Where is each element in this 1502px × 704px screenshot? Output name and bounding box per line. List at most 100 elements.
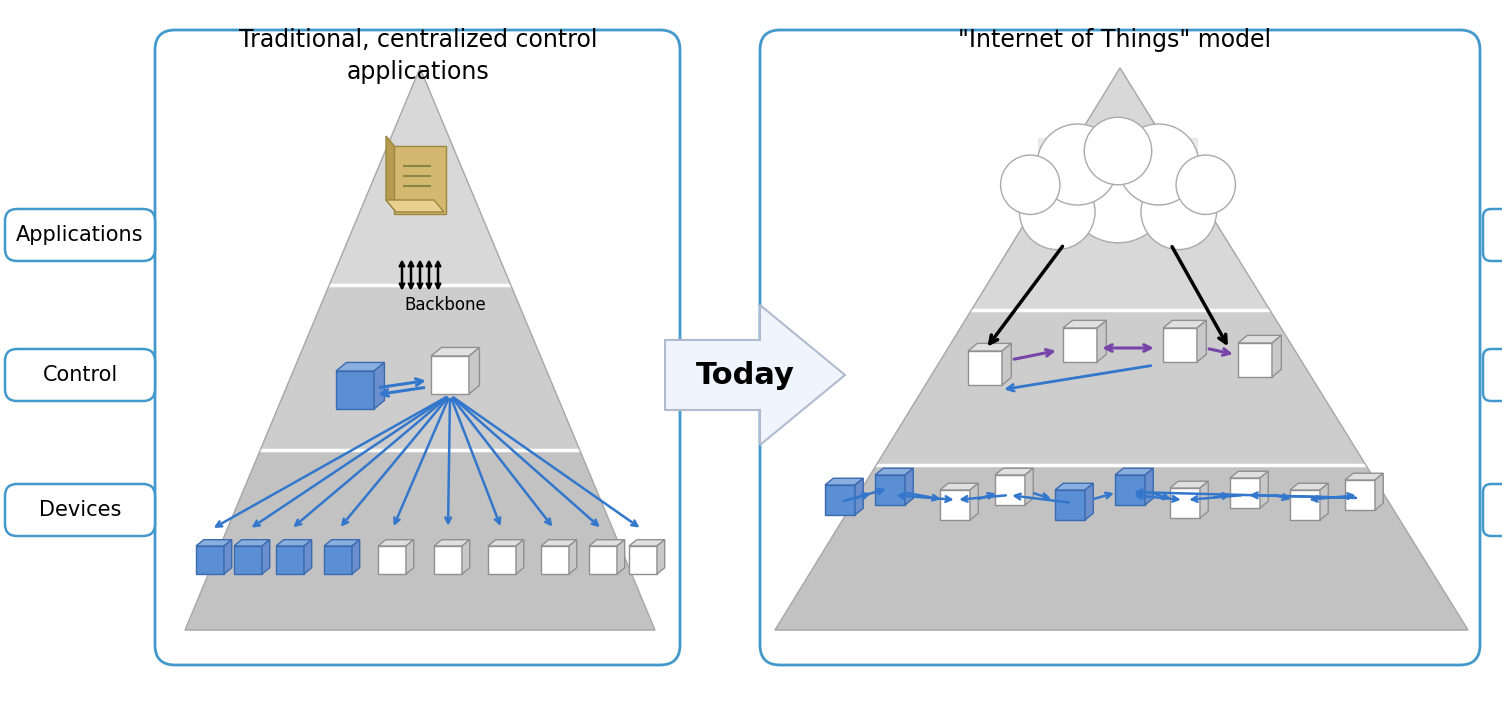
Polygon shape <box>589 540 625 546</box>
Polygon shape <box>234 546 261 574</box>
Polygon shape <box>1238 343 1272 377</box>
Polygon shape <box>374 363 385 409</box>
Polygon shape <box>431 348 479 356</box>
Polygon shape <box>825 485 855 515</box>
Polygon shape <box>276 540 312 546</box>
Text: Backbone: Backbone <box>404 296 485 314</box>
Polygon shape <box>1063 328 1096 362</box>
Polygon shape <box>1290 490 1320 520</box>
Polygon shape <box>876 310 1365 465</box>
Polygon shape <box>261 540 270 574</box>
Polygon shape <box>1230 478 1260 508</box>
Polygon shape <box>855 478 864 515</box>
Polygon shape <box>1084 483 1093 520</box>
Polygon shape <box>569 540 577 574</box>
Circle shape <box>1117 124 1199 205</box>
Polygon shape <box>994 475 1024 505</box>
Polygon shape <box>541 546 569 574</box>
FancyBboxPatch shape <box>5 349 155 401</box>
Circle shape <box>1176 155 1236 215</box>
Polygon shape <box>488 546 517 574</box>
Polygon shape <box>329 68 511 285</box>
Polygon shape <box>1238 335 1281 343</box>
Polygon shape <box>324 540 359 546</box>
FancyBboxPatch shape <box>5 484 155 536</box>
Polygon shape <box>1272 335 1281 377</box>
Polygon shape <box>940 490 970 520</box>
Polygon shape <box>541 540 577 546</box>
Polygon shape <box>1230 471 1268 478</box>
Polygon shape <box>1170 482 1208 488</box>
Polygon shape <box>303 540 312 574</box>
Polygon shape <box>1260 471 1268 508</box>
Polygon shape <box>1344 473 1383 480</box>
FancyBboxPatch shape <box>1482 349 1502 401</box>
Polygon shape <box>1374 473 1383 510</box>
Polygon shape <box>656 540 665 574</box>
Polygon shape <box>234 540 270 546</box>
Text: Devices: Devices <box>39 500 122 520</box>
Text: "Internet of Things" model: "Internet of Things" model <box>958 28 1272 52</box>
Circle shape <box>1066 140 1169 243</box>
Polygon shape <box>406 540 413 574</box>
Polygon shape <box>665 305 846 445</box>
Polygon shape <box>906 468 913 505</box>
Polygon shape <box>386 200 445 212</box>
Circle shape <box>1084 118 1152 184</box>
Polygon shape <box>1054 483 1093 490</box>
FancyBboxPatch shape <box>1482 484 1502 536</box>
Polygon shape <box>469 348 479 394</box>
Circle shape <box>1020 174 1095 249</box>
Polygon shape <box>1163 320 1206 328</box>
FancyBboxPatch shape <box>394 146 446 214</box>
Polygon shape <box>1038 138 1199 183</box>
Polygon shape <box>967 344 1011 351</box>
Polygon shape <box>517 540 524 574</box>
FancyBboxPatch shape <box>5 209 155 261</box>
Polygon shape <box>488 540 524 546</box>
Polygon shape <box>1200 482 1208 518</box>
Polygon shape <box>1024 468 1033 505</box>
Polygon shape <box>994 468 1033 475</box>
Polygon shape <box>463 540 470 574</box>
Polygon shape <box>379 546 406 574</box>
Polygon shape <box>970 483 978 520</box>
Text: Control: Control <box>42 365 117 385</box>
Text: Traditional, centralized control
applications: Traditional, centralized control applica… <box>239 28 598 84</box>
Polygon shape <box>1320 483 1328 520</box>
Polygon shape <box>434 546 463 574</box>
Polygon shape <box>589 546 617 574</box>
Polygon shape <box>775 465 1467 630</box>
Polygon shape <box>336 371 374 409</box>
FancyBboxPatch shape <box>1482 209 1502 261</box>
Polygon shape <box>1344 480 1374 510</box>
Polygon shape <box>431 356 469 394</box>
Text: Today: Today <box>695 360 795 389</box>
Polygon shape <box>629 540 665 546</box>
Polygon shape <box>617 540 625 574</box>
Polygon shape <box>1096 320 1107 362</box>
Polygon shape <box>379 540 413 546</box>
Polygon shape <box>386 136 397 212</box>
Polygon shape <box>324 546 351 574</box>
Polygon shape <box>195 546 224 574</box>
Polygon shape <box>1054 490 1084 520</box>
Polygon shape <box>876 468 913 475</box>
FancyBboxPatch shape <box>155 30 680 665</box>
Polygon shape <box>825 478 864 485</box>
Circle shape <box>1142 174 1217 249</box>
Circle shape <box>1036 124 1117 205</box>
Polygon shape <box>1002 344 1011 385</box>
Polygon shape <box>972 68 1269 310</box>
Polygon shape <box>434 540 470 546</box>
Polygon shape <box>940 483 978 490</box>
Polygon shape <box>629 546 656 574</box>
Polygon shape <box>351 540 359 574</box>
Polygon shape <box>1114 468 1154 475</box>
Polygon shape <box>1145 468 1154 505</box>
Polygon shape <box>260 285 580 450</box>
Polygon shape <box>336 363 385 371</box>
Polygon shape <box>276 546 303 574</box>
Circle shape <box>1000 155 1060 215</box>
Polygon shape <box>1114 475 1145 505</box>
